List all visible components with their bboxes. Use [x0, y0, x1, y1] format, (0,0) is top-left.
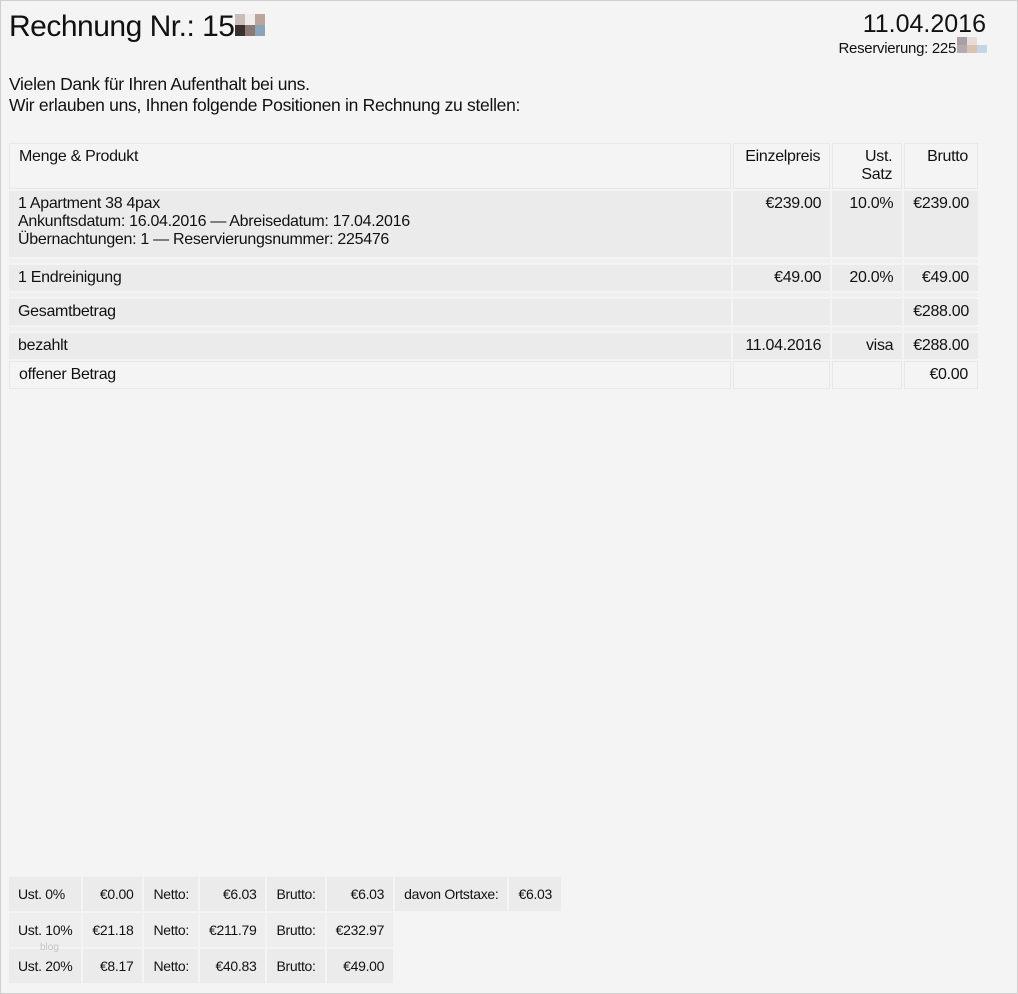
- table-header: Menge & Produkt Einzelpreis Ust. Satz Br…: [9, 143, 978, 189]
- product-cell: 1 Apartment 38 4pax Ankunftsdatum: 16.04…: [9, 191, 732, 257]
- reservation-label: Reservierung: 225: [838, 40, 957, 57]
- product-name: 1 Endreinigung: [9, 265, 732, 291]
- spacer: [9, 259, 978, 263]
- gross-amount: €232.97: [326, 913, 394, 947]
- redacted-reservation: [957, 37, 990, 53]
- tax-summary-table: Ust. 0% €0.00 Netto: €6.03 Brutto: €6.03…: [7, 875, 563, 985]
- tax-rate: Ust. 10%: [9, 913, 82, 947]
- total-row: Gesamtbetrag €288.00: [9, 299, 978, 325]
- gross-label: Brutto:: [267, 949, 325, 983]
- gross-amount: €6.03: [326, 877, 394, 911]
- open-amount: €0.00: [904, 361, 978, 389]
- gross-amount: €49.00: [326, 949, 394, 983]
- net-label: Netto:: [144, 949, 198, 983]
- tax-row: Ust. 10% €21.18 Netto: €211.79 Brutto: €…: [9, 913, 561, 947]
- paid-label: bezahlt: [9, 333, 732, 359]
- tax-row: Ust. 0% €0.00 Netto: €6.03 Brutto: €6.03…: [9, 877, 562, 911]
- net-label: Netto:: [144, 877, 198, 911]
- gross-label: Brutto:: [267, 913, 325, 947]
- gross-amount: €49.00: [904, 265, 978, 291]
- invoice-title: Rechnung Nr.: 15: [9, 10, 266, 44]
- invoice-title-text: Rechnung Nr.: 15: [9, 10, 235, 43]
- intro-text: Vielen Dank für Ihren Aufenthalt bei uns…: [9, 74, 520, 116]
- redacted-invoice-number: [235, 14, 266, 36]
- net-amount: €40.83: [200, 949, 266, 983]
- product-nights: Übernachtungen: 1 — Reservierungsnummer:…: [18, 231, 390, 248]
- tax-rate: Ust. 0%: [9, 877, 82, 911]
- spacer: [9, 327, 978, 331]
- paid-method: visa: [832, 333, 903, 359]
- tourist-tax-amount: €6.03: [509, 877, 562, 911]
- unit-price: €239.00: [733, 191, 831, 257]
- open-label: offener Betrag: [9, 361, 732, 389]
- unit-price: €49.00: [733, 265, 831, 291]
- reservation-number: Reservierung: 225: [839, 37, 990, 57]
- invoice-items-table: Menge & Produkt Einzelpreis Ust. Satz Br…: [7, 141, 980, 391]
- invoice-date: 11.04.2016: [862, 10, 986, 38]
- tax-amount: €21.18: [83, 913, 143, 947]
- col-header-gross: Brutto: [904, 143, 978, 189]
- spacer: [9, 293, 978, 297]
- watermark: blog: [40, 942, 59, 953]
- tax-row: Ust. 20% €8.17 Netto: €40.83 Brutto: €49…: [9, 949, 561, 983]
- gross-amount: €239.00: [904, 191, 978, 257]
- col-header-product: Menge & Produkt: [9, 143, 732, 189]
- product-name: 1 Apartment 38 4pax: [18, 195, 160, 212]
- paid-date: 11.04.2016: [733, 333, 831, 359]
- paid-row: bezahlt 11.04.2016 visa €288.00: [9, 333, 978, 359]
- tax-amount: €8.17: [83, 949, 143, 983]
- gross-label: Brutto:: [267, 877, 325, 911]
- vat-rate: 10.0%: [832, 191, 903, 257]
- open-amount-row: offener Betrag €0.00: [9, 361, 978, 389]
- intro-line-2: Wir erlauben uns, Ihnen folgende Positio…: [9, 95, 521, 115]
- product-dates: Ankunftsdatum: 16.04.2016 — Abreisedatum…: [18, 213, 410, 230]
- table-row: 1 Endreinigung €49.00 20.0% €49.00: [9, 265, 978, 291]
- net-amount: €6.03: [200, 877, 266, 911]
- col-header-vat: Ust. Satz: [832, 143, 903, 189]
- net-label: Netto:: [144, 913, 198, 947]
- tax-rate: Ust. 20%: [9, 949, 82, 983]
- tax-amount: €0.00: [83, 877, 143, 911]
- total-label: Gesamtbetrag: [9, 299, 732, 325]
- total-amount: €288.00: [904, 299, 978, 325]
- tourist-tax-label: davon Ortstaxe:: [395, 877, 508, 911]
- table-row: 1 Apartment 38 4pax Ankunftsdatum: 16.04…: [9, 191, 978, 257]
- vat-rate: 20.0%: [832, 265, 903, 291]
- paid-amount: €288.00: [904, 333, 978, 359]
- intro-line-1: Vielen Dank für Ihren Aufenthalt bei uns…: [9, 74, 310, 94]
- col-header-unit-price: Einzelpreis: [733, 143, 831, 189]
- net-amount: €211.79: [200, 913, 266, 947]
